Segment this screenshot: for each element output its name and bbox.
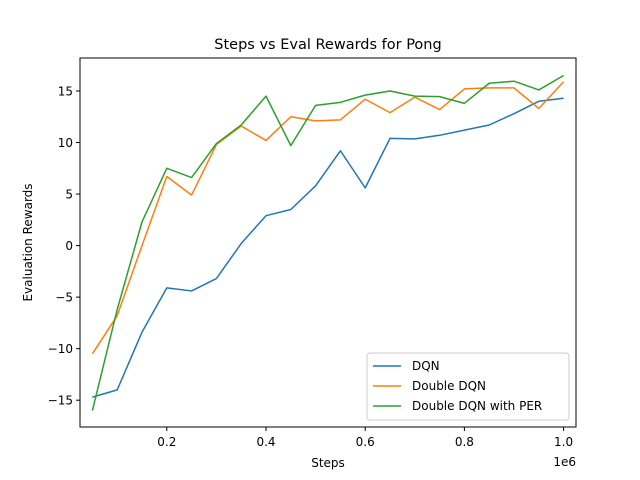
x-tick-label: 1.0 — [554, 435, 573, 449]
x-axis-label: Steps — [311, 456, 345, 470]
y-tick-label: 10 — [58, 136, 73, 150]
legend: DQN Double DQN Double DQN with PER — [366, 352, 570, 421]
y-tick-label: −10 — [48, 342, 73, 356]
x-tick-label: 0.6 — [356, 435, 375, 449]
legend-label-double-dqn: Double DQN — [412, 379, 486, 393]
y-tick-label: −15 — [48, 394, 73, 408]
x-axis-offset-text: 1e6 — [553, 455, 576, 469]
y-axis-label: Evaluation Rewards — [21, 183, 35, 301]
x-axis-ticks: 0.2 0.4 0.6 0.8 1.0 — [157, 427, 573, 449]
x-tick-label: 0.4 — [256, 435, 275, 449]
series-line-double-dqn-with-per — [91, 74, 564, 411]
legend-label-double-dqn-per: Double DQN with PER — [412, 399, 542, 413]
legend-box — [366, 352, 570, 421]
axes-frame — [79, 57, 577, 428]
x-tick-label: 0.8 — [455, 435, 474, 449]
series-line-dqn — [92, 97, 564, 398]
legend-label-dqn: DQN — [412, 359, 440, 373]
y-tick-label: 5 — [65, 188, 73, 202]
y-axis-ticks: −15 −10 −5 0 5 10 15 — [48, 84, 80, 408]
series-line-double-dqn — [91, 81, 565, 355]
y-tick-label: 0 — [65, 239, 73, 253]
y-tick-label: −5 — [55, 291, 73, 305]
series-lines — [91, 74, 565, 411]
x-tick-label: 0.2 — [157, 435, 176, 449]
y-tick-label: 15 — [58, 84, 73, 98]
chart-title: Steps vs Eval Rewards for Pong — [214, 37, 441, 53]
